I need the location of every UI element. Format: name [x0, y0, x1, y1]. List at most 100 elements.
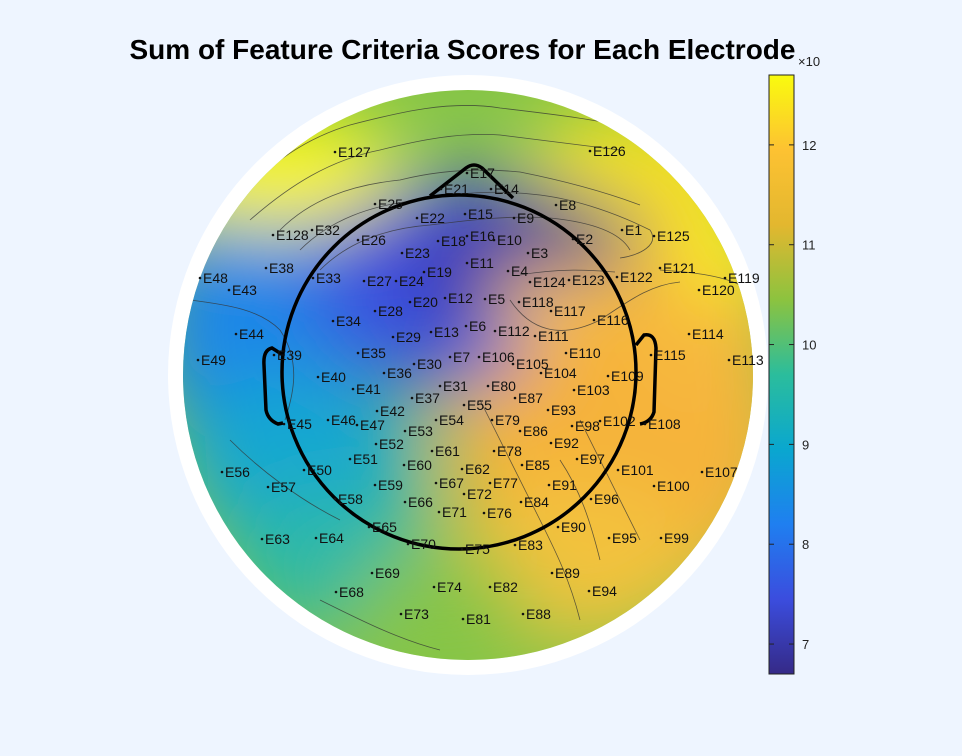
electrode-dot	[220, 470, 224, 474]
electrode-dot	[351, 387, 355, 391]
electrode-dot	[556, 525, 560, 529]
electrode-label-e22: E22	[420, 210, 445, 226]
electrode-label-e67: E67	[439, 475, 464, 491]
electrode-dot	[356, 238, 360, 242]
electrode-dot	[439, 187, 443, 191]
electrode-label-e7: E7	[453, 349, 470, 365]
electrode-label-e27: E27	[367, 273, 392, 289]
electrode-label-e65: E65	[372, 519, 397, 535]
electrode-label-e70: E70	[411, 536, 436, 552]
electrode-dot	[272, 353, 276, 357]
electrode-dot	[434, 481, 438, 485]
electrode-dot	[465, 171, 469, 175]
colorbar-tick-label: 8	[802, 537, 809, 552]
electrode-label-e3: E3	[531, 245, 548, 261]
colorbar-ticks: 7 8 9 10 11 12	[769, 138, 816, 652]
electrode-dot	[465, 261, 469, 265]
electrode-label-e58: E58	[338, 491, 363, 507]
right-ear	[634, 333, 658, 426]
electrode-dot	[271, 233, 275, 237]
electrode-dot	[314, 536, 318, 540]
electrode-label-e77: E77	[493, 475, 518, 491]
electrode-dot	[448, 355, 452, 359]
electrode-dot	[488, 585, 492, 589]
electrode-label-e25: E25	[378, 196, 403, 212]
electrode-label-e20: E20	[413, 294, 438, 310]
colorbar-tick-label: 10	[802, 338, 816, 353]
electrode-dot	[554, 203, 558, 207]
electrode-label-e76: E76	[487, 505, 512, 521]
electrode-dot	[403, 429, 407, 433]
electrode-label-e98: E98	[575, 418, 600, 434]
electrode-dot	[402, 463, 406, 467]
electrode-dot	[649, 353, 653, 357]
electrode-dot	[492, 449, 496, 453]
electrode-dot	[410, 396, 414, 400]
electrode-dot	[592, 318, 596, 322]
electrode-dot	[382, 371, 386, 375]
electrode-dot	[260, 537, 264, 541]
electrode-dot	[430, 449, 434, 453]
electrode-dot	[549, 309, 553, 313]
electrode-label-e124: E124	[533, 274, 566, 290]
electrode-dot	[521, 612, 525, 616]
electrode-dot	[334, 590, 338, 594]
electrode-label-e87: E87	[518, 390, 543, 406]
electrode-label-e23: E23	[405, 245, 430, 261]
electrode-label-e24: E24	[399, 273, 424, 289]
electrode-label-e54: E54	[439, 412, 464, 428]
electrode-label-e5: E5	[488, 291, 505, 307]
electrode-dot	[528, 280, 532, 284]
electrode-label-e6: E6	[469, 318, 486, 334]
electrode-dot	[489, 187, 493, 191]
electrode-dot	[310, 228, 314, 232]
electrode-label-e40: E40	[321, 369, 346, 385]
electrode-dot	[227, 288, 231, 292]
electrode-dot	[652, 234, 656, 238]
electrode-label-e29: E29	[396, 329, 421, 345]
electrode-dot	[422, 270, 426, 274]
electrode-label-e125: E125	[657, 228, 690, 244]
electrode-label-e105: E105	[516, 356, 549, 372]
electrode-label-e34: E34	[336, 313, 361, 329]
electrode-dot	[620, 228, 624, 232]
electrode-dot	[399, 612, 403, 616]
electrode-dot	[333, 150, 337, 154]
electrode-label-e37: E37	[415, 390, 440, 406]
electrode-label-e114: E114	[692, 326, 724, 342]
electrode-label-e109: E109	[611, 368, 644, 384]
electrode-label-e2: E2	[576, 231, 593, 247]
electrode-label-e42: E42	[380, 403, 405, 419]
electrode-label-e69: E69	[375, 565, 400, 581]
electrode-dot	[373, 202, 377, 206]
electrode-dot	[598, 419, 602, 423]
electrode-dot	[512, 216, 516, 220]
electrode-dot	[436, 239, 440, 243]
electrode-dot	[373, 309, 377, 313]
electrode-label-e26: E26	[361, 232, 386, 248]
electrode-dot	[362, 279, 366, 283]
electrode-label-e126: E126	[593, 143, 626, 159]
electrode-label-e74: E74	[437, 579, 462, 595]
electrode-label-e97: E97	[580, 451, 605, 467]
electrode-label-e63: E63	[265, 531, 290, 547]
electrode-label-e81: E81	[466, 611, 491, 627]
electrode-label-e18: E18	[441, 233, 466, 249]
electrode-dot	[408, 300, 412, 304]
electrode-dot	[520, 463, 524, 467]
electrode-dot	[326, 418, 330, 422]
electrode-dot	[437, 510, 441, 514]
electrode-label-e33: E33	[316, 270, 341, 286]
electrode-label-e99: E99	[664, 530, 689, 546]
electrode-dot	[316, 375, 320, 379]
electrode-label-e11: E11	[470, 255, 494, 271]
electrode-label-e103: E103	[577, 382, 610, 398]
electrode-dot	[302, 468, 306, 472]
electrode-label-e46: E46	[331, 412, 356, 428]
electrode-label-e59: E59	[378, 477, 403, 493]
electrode-dot	[550, 571, 554, 575]
electrode-label-e19: E19	[427, 264, 452, 280]
electrode-dot	[394, 279, 398, 283]
electrode-label-e62: E62	[465, 461, 490, 477]
